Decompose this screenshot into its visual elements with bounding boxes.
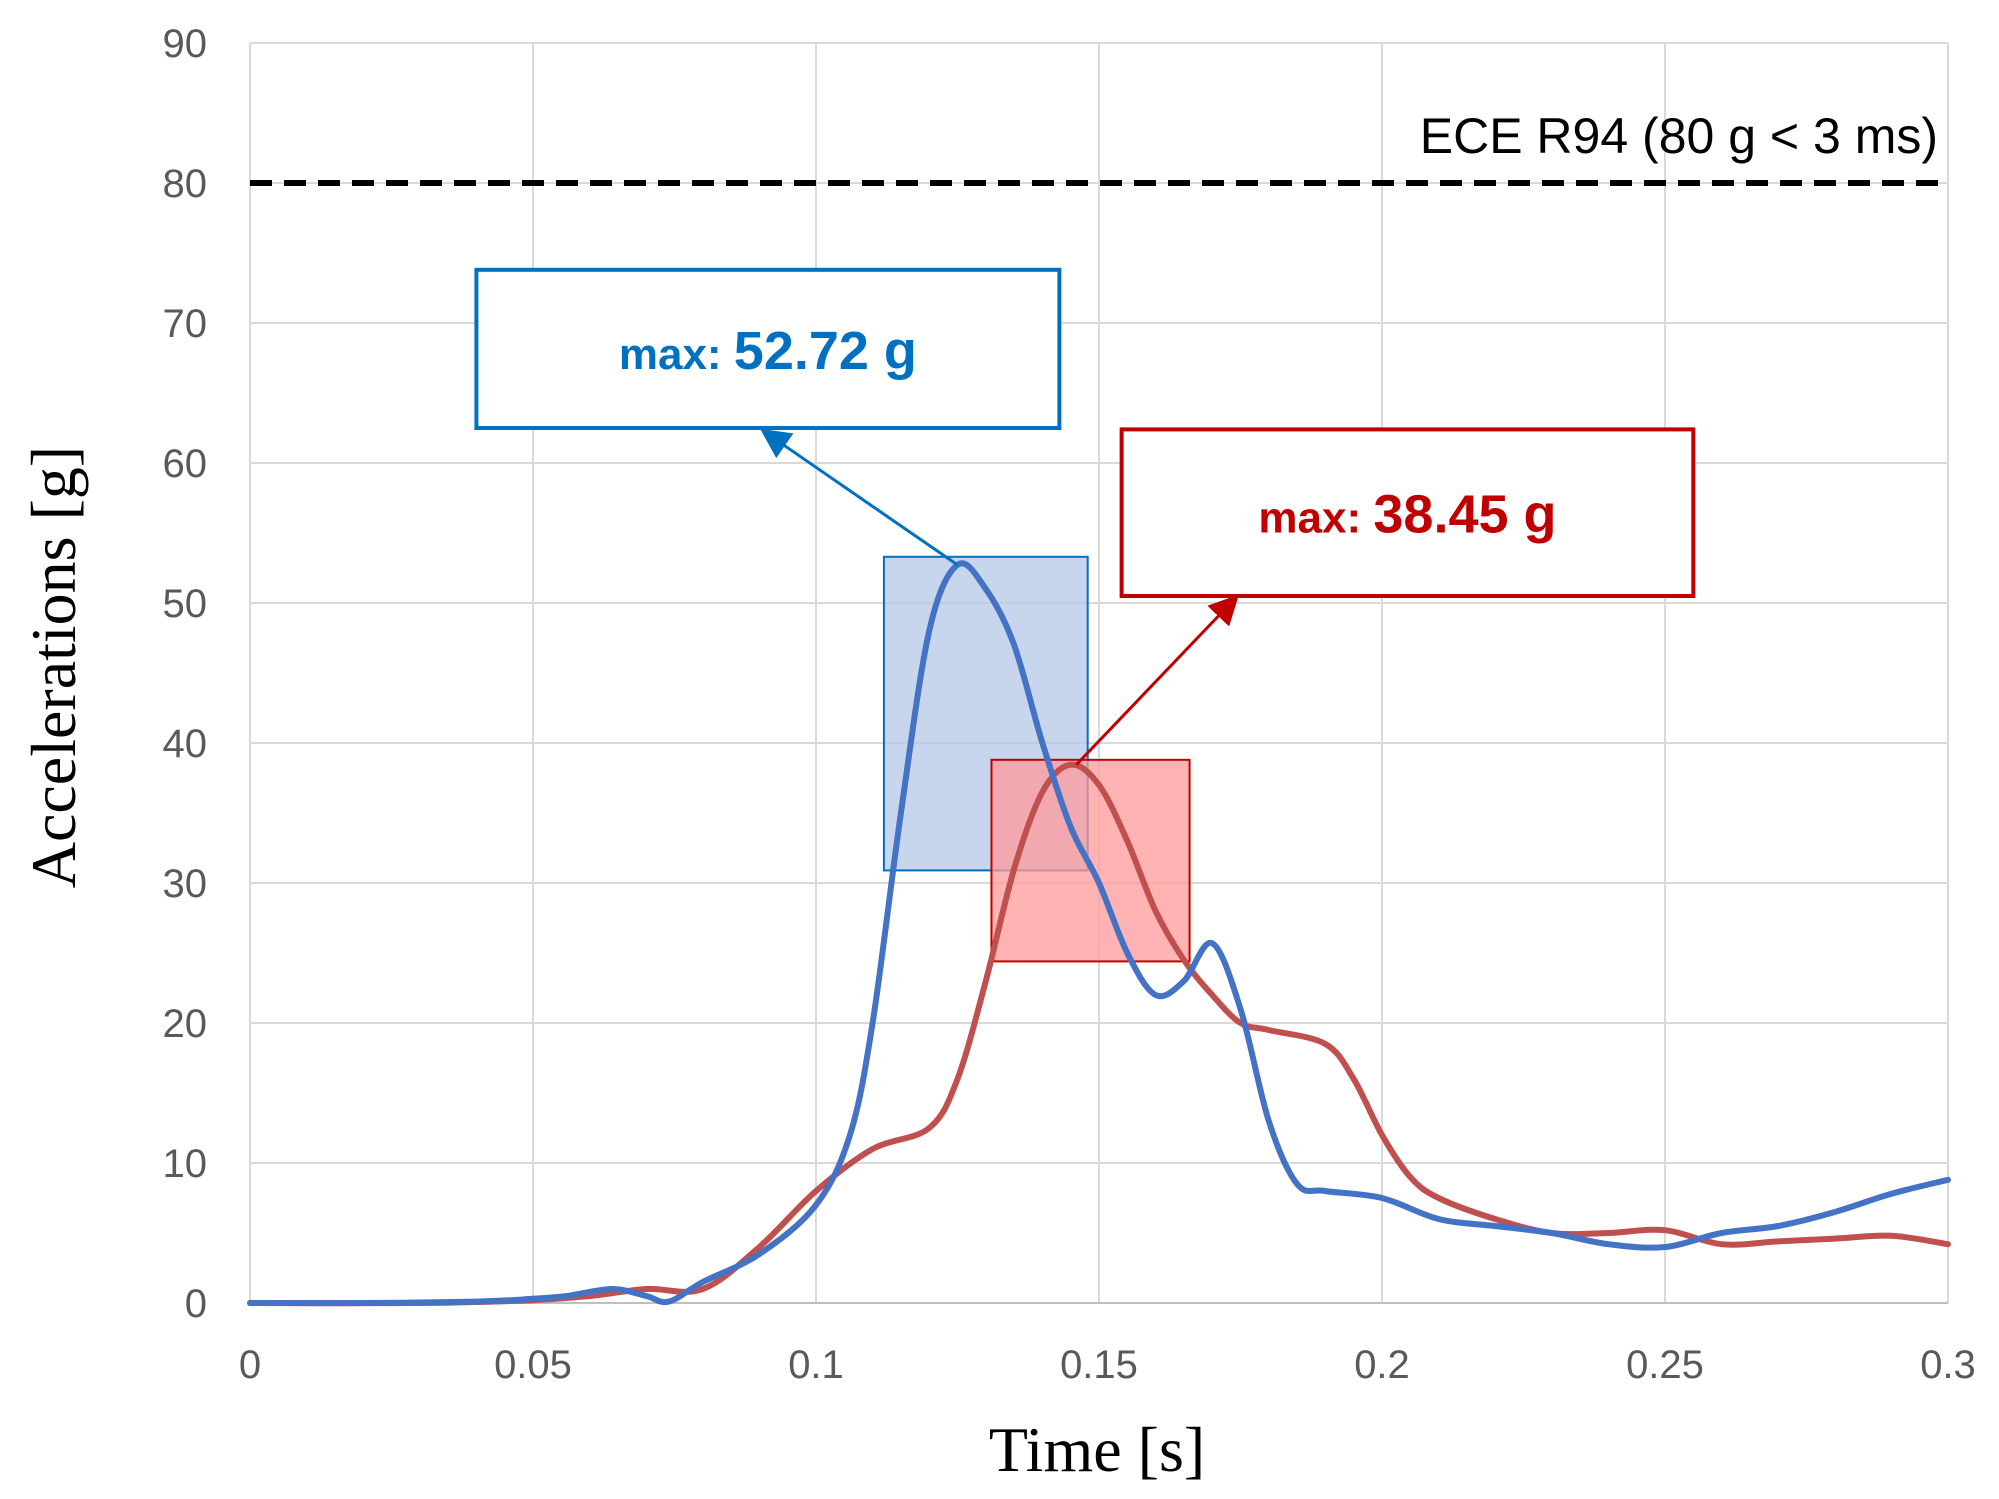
blue-max-label: max: 52.72 g — [619, 321, 917, 381]
x-tick-label: 0.2 — [1354, 1343, 1410, 1387]
threshold-label: ECE R94 (80 g < 3 ms) — [1420, 108, 1938, 164]
red-series-line — [247, 761, 1951, 1307]
blue-max-value: 52.72 g — [734, 321, 917, 381]
highlight-boxes — [882, 555, 1191, 963]
x-tick-label: 0 — [239, 1343, 261, 1387]
y-tick-label: 30 — [163, 862, 208, 906]
x-tick-label: 0.25 — [1626, 1343, 1704, 1387]
y-tick-label: 40 — [163, 722, 208, 766]
y-tick-label: 50 — [163, 582, 208, 626]
x-tick-label: 0.15 — [1060, 1343, 1138, 1387]
blue-max-label-box — [474, 267, 1062, 430]
y-tick-label: 60 — [163, 442, 208, 486]
y-tick-label: 90 — [163, 22, 208, 66]
red-max-arrow — [1075, 594, 1239, 766]
y-tick-label: 20 — [163, 1002, 208, 1046]
y-tick-label: 0 — [185, 1282, 207, 1326]
red-max-prefix: max: — [1258, 494, 1373, 543]
y-tick-label: 10 — [163, 1142, 208, 1186]
y-axis-title: Accelerations [g] — [18, 446, 89, 888]
x-tick-label: 0.05 — [494, 1343, 572, 1387]
x-axis-title: Time [s] — [989, 1414, 1205, 1485]
red-max-label-box — [1119, 427, 1696, 598]
y-tick-label: 80 — [163, 162, 208, 206]
blue-series-line — [247, 560, 1951, 1307]
red-max-label: max: 38.45 g — [1258, 485, 1556, 545]
x-tick-label: 0.3 — [1920, 1343, 1976, 1387]
grid — [249, 42, 1949, 1304]
blue-max-arrow — [760, 428, 959, 567]
y-tick-label: 70 — [163, 302, 208, 346]
threshold: ECE R94 (80 g < 3 ms) — [250, 108, 1948, 186]
series — [247, 560, 1951, 1307]
red-max-value: 38.45 g — [1373, 485, 1556, 545]
x-tick-label: 0.1 — [788, 1343, 844, 1387]
blue-max-prefix: max: — [619, 330, 734, 379]
axes: 0 10 20 30 40 50 60 70 80 90 0 0.05 0.1 0.15 0.2 0.25 0.… — [163, 22, 1976, 1387]
